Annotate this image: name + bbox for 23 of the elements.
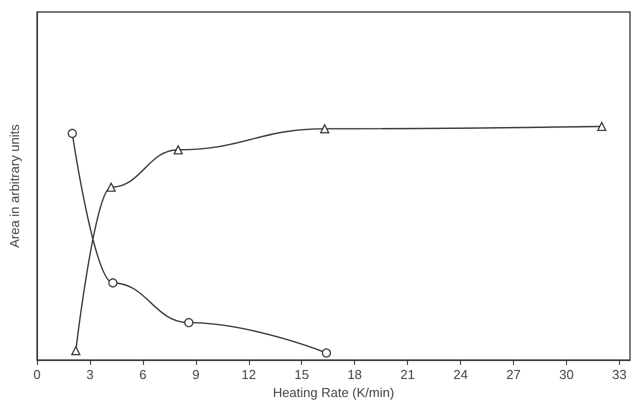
point [106,182,116,192]
x-tick-label: 30 [559,367,574,382]
x-tick-label: 15 [294,367,309,382]
point [71,346,80,356]
point [320,124,330,134]
x-tick-label: 18 [347,367,362,382]
y-axis-title: Area in arbitrary units [7,124,22,248]
x-tick-label: 6 [139,367,147,382]
point [597,122,606,132]
point [108,278,118,288]
x-tick-label: 33 [612,367,627,382]
x-tick-label: 21 [400,367,415,382]
x-tick-label: 12 [242,367,256,382]
x-tick-label: 3 [86,367,94,382]
point [184,318,194,328]
x-tick-label: 27 [506,367,521,382]
point [322,348,332,358]
point [68,128,77,138]
point [174,145,183,154]
x-tick-label: 0 [33,367,41,382]
x-tick-label: 9 [192,367,200,382]
x-tick-label: 24 [453,367,468,382]
x-axis-title: Heating Rate (K/min) [272,384,394,400]
